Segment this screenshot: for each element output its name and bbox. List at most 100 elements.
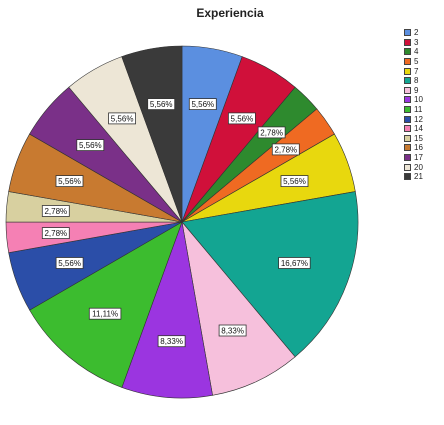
slice-label-text: 2,78% — [44, 207, 67, 216]
slice-label-8: 16,67% — [278, 257, 311, 269]
slice-label-12: 5,56% — [55, 257, 84, 269]
slice-label-box — [88, 307, 122, 320]
legend-swatch — [404, 154, 411, 162]
legend-item-10: 10 — [404, 95, 423, 105]
slice-label-15: 2,78% — [41, 205, 70, 217]
legend-item-8: 8 — [404, 76, 423, 86]
slice-label-text: 5,56% — [231, 114, 254, 123]
slice-label-box — [76, 139, 105, 152]
legend-swatch — [404, 134, 411, 142]
legend-item-11: 11 — [404, 105, 423, 115]
slice-label-box — [218, 324, 247, 337]
slice-label-16: 5,56% — [55, 175, 84, 188]
legend-item-2: 2 — [404, 28, 423, 38]
slice-label-10: 8,33% — [157, 335, 186, 348]
pie-slice-10 — [121, 220, 213, 399]
slice-label-3: 5,56% — [227, 112, 256, 125]
slice-label-text: 11,11% — [92, 310, 118, 319]
legend-item-5: 5 — [404, 57, 423, 67]
slice-label-text: 5,56% — [150, 100, 173, 109]
slice-label-box — [147, 98, 176, 110]
slice-label-box — [257, 126, 286, 139]
legend-label: 3 — [414, 37, 419, 47]
slice-label-14: 2,78% — [41, 227, 70, 240]
slice-label-text: 2,78% — [260, 128, 283, 137]
pie-slice-9 — [181, 220, 296, 396]
pie-slice-11 — [29, 221, 183, 388]
legend-item-16: 16 — [404, 143, 423, 153]
pie-data-labels: 5,56% 5,56% 2,78% 2,78% 5,56% 16,67% 8,33% 8,33… — [41, 98, 311, 348]
legend-label: 12 — [414, 114, 423, 124]
slice-label-box — [188, 98, 217, 110]
slice-label-text: 2,78% — [274, 145, 297, 154]
slice-label-text: 5,56% — [79, 141, 102, 150]
legend-item-20: 20 — [404, 162, 423, 172]
legend-item-3: 3 — [404, 38, 423, 48]
legend-swatch — [404, 58, 411, 66]
legend-swatch — [404, 163, 411, 171]
legend-swatch — [404, 96, 411, 104]
legend-item-21: 21 — [404, 172, 423, 182]
slice-label-9: 8,33% — [218, 324, 247, 337]
legend: 2 3 4 5 7 8 9 10 11 12 14 15 16 17 20 21 — [404, 28, 423, 182]
legend-swatch — [404, 38, 411, 46]
slice-label-box — [55, 257, 84, 269]
slice-label-box — [108, 112, 136, 125]
slice-label-text: 8,33% — [221, 327, 244, 336]
legend-label: 16 — [414, 143, 423, 153]
legend-label: 11 — [414, 105, 423, 115]
slice-label-text: 16,67% — [281, 259, 308, 268]
legend-item-17: 17 — [404, 153, 423, 163]
slice-label-text: 5,56% — [111, 114, 134, 123]
legend-label: 5 — [414, 57, 419, 67]
slice-label-5: 2,78% — [271, 143, 300, 156]
legend-swatch — [404, 144, 411, 152]
legend-swatch — [404, 106, 411, 114]
slice-label-box — [278, 257, 311, 269]
legend-swatch — [404, 173, 411, 181]
legend-label: 9 — [414, 85, 419, 95]
legend-label: 8 — [414, 76, 419, 86]
slice-label-box — [55, 175, 84, 188]
legend-label: 15 — [414, 133, 423, 143]
legend-label: 7 — [414, 66, 419, 76]
slice-label-box — [41, 205, 70, 217]
legend-item-9: 9 — [404, 86, 423, 96]
slice-label-box — [41, 227, 70, 240]
legend-swatch — [404, 29, 411, 37]
chart-title: Experiencia — [196, 6, 264, 20]
legend-swatch — [404, 48, 411, 56]
legend-label: 10 — [414, 95, 423, 105]
slice-label-text: 5,56% — [58, 177, 81, 186]
slice-label-4: 2,78% — [257, 126, 286, 139]
pie-slice-8 — [181, 191, 359, 358]
slice-label-box — [227, 112, 256, 125]
legend-swatch — [404, 125, 411, 133]
legend-label: 2 — [414, 28, 419, 38]
slice-label-box — [271, 143, 300, 156]
slice-label-box — [157, 335, 186, 348]
slice-label-text: 5,56% — [58, 259, 81, 268]
slice-label-text: 5,56% — [191, 100, 214, 109]
slice-label-21: 5,56% — [147, 98, 176, 110]
legend-label: 4 — [414, 47, 419, 57]
legend-label: 14 — [414, 124, 423, 134]
slice-label-7: 5,56% — [280, 175, 309, 188]
legend-item-7: 7 — [404, 66, 423, 76]
legend-label: 20 — [414, 162, 423, 172]
legend-swatch — [404, 77, 411, 85]
slice-label-text: 8,33% — [160, 337, 183, 346]
legend-item-15: 15 — [404, 134, 423, 144]
legend-label: 21 — [414, 172, 423, 182]
legend-item-14: 14 — [404, 124, 423, 134]
pie-slices — [5, 45, 359, 399]
legend-item-12: 12 — [404, 114, 423, 124]
slice-label-box — [280, 175, 309, 188]
legend-swatch — [404, 86, 411, 94]
slice-label-text: 5,56% — [283, 177, 306, 186]
legend-item-4: 4 — [404, 47, 423, 57]
slice-label-17: 5,56% — [76, 139, 105, 152]
pie-slice-21 — [121, 45, 183, 223]
legend-label: 17 — [414, 153, 423, 163]
